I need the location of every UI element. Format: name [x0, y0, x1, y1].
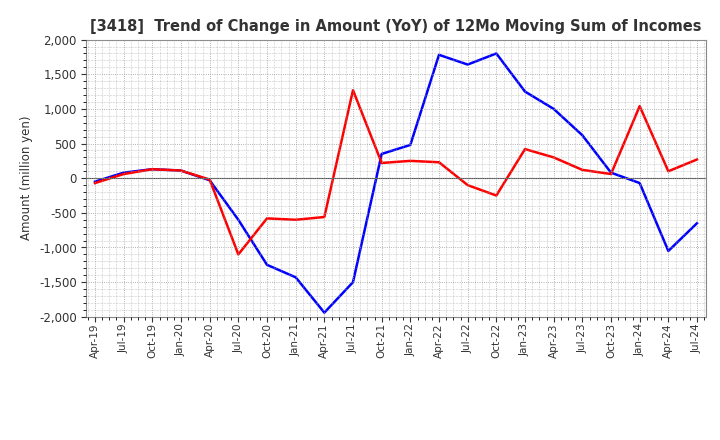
Net Income [464, 183, 472, 188]
Ordinary Income [91, 179, 99, 184]
Ordinary Income [664, 248, 672, 253]
Net Income [176, 168, 185, 173]
Net Income [578, 167, 587, 172]
Net Income [635, 103, 644, 109]
Net Income [148, 167, 157, 172]
Ordinary Income [176, 168, 185, 173]
Net Income [234, 252, 243, 257]
Ordinary Income [120, 170, 128, 175]
Net Income [292, 217, 300, 222]
Y-axis label: Amount (million yen): Amount (million yen) [20, 116, 33, 240]
Ordinary Income [377, 151, 386, 157]
Ordinary Income [549, 106, 558, 111]
Ordinary Income [578, 132, 587, 138]
Ordinary Income [435, 52, 444, 58]
Net Income [320, 214, 328, 220]
Net Income [693, 157, 701, 162]
Ordinary Income [292, 275, 300, 280]
Ordinary Income [205, 178, 214, 183]
Ordinary Income [320, 310, 328, 315]
Net Income [377, 160, 386, 165]
Net Income [91, 180, 99, 186]
Line: Ordinary Income: Ordinary Income [95, 53, 697, 313]
Ordinary Income [607, 170, 616, 175]
Net Income [435, 160, 444, 165]
Net Income [607, 172, 616, 177]
Ordinary Income [492, 51, 500, 56]
Ordinary Income [635, 180, 644, 186]
Ordinary Income [521, 89, 529, 94]
Ordinary Income [148, 167, 157, 172]
Net Income [406, 158, 415, 164]
Ordinary Income [693, 220, 701, 226]
Ordinary Income [406, 142, 415, 147]
Net Income [549, 155, 558, 160]
Net Income [120, 172, 128, 177]
Net Income [348, 88, 357, 93]
Net Income [205, 177, 214, 182]
Net Income [263, 216, 271, 221]
Ordinary Income [234, 217, 243, 222]
Net Income [664, 169, 672, 174]
Ordinary Income [348, 279, 357, 285]
Net Income [521, 147, 529, 152]
Net Income [492, 193, 500, 198]
Title: [3418]  Trend of Change in Amount (YoY) of 12Mo Moving Sum of Incomes: [3418] Trend of Change in Amount (YoY) o… [90, 19, 702, 34]
Ordinary Income [263, 262, 271, 268]
Line: Net Income: Net Income [95, 90, 697, 254]
Ordinary Income [464, 62, 472, 67]
